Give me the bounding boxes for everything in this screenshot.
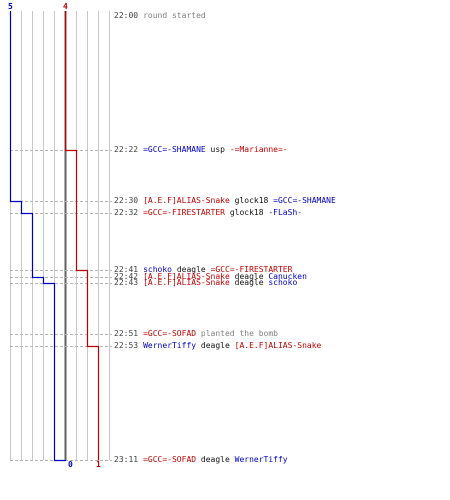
- event-row: 22:42 [A.E.F]ALIAS-Snake deagle Canucken: [114, 272, 307, 282]
- event-guide-lines: [10, 150, 112, 461]
- blue-end-count: 0: [68, 460, 73, 469]
- red-start-count: 4: [63, 2, 68, 11]
- timeline-grid: [10, 11, 110, 460]
- event-row: 22:43 [A.E.F]ALIAS-Snake deagle schoko: [114, 278, 297, 288]
- event-victim: Canucken: [268, 272, 307, 281]
- event-row: 22:30 [A.E.F]ALIAS-Snake glock18 =GCC=-SH…: [114, 196, 336, 206]
- event-time: 22:42: [114, 272, 139, 281]
- event-killer: WernerTiffy: [143, 341, 197, 350]
- event-weapon: deagle: [176, 265, 206, 274]
- event-row: 22:00 round started: [114, 11, 206, 21]
- event-killer: =GCC=-SOFAD: [143, 455, 197, 464]
- event-time: 22:41: [114, 265, 139, 274]
- event-killer: [A.E.F]ALIAS-Snake: [143, 272, 230, 281]
- event-killer: =GCC=-FIRESTARTER: [143, 208, 225, 217]
- event-time: 22:53: [114, 341, 139, 350]
- event-victim: [A.E.F]ALIAS-Snake: [234, 341, 322, 350]
- event-weapon: glock18: [229, 208, 264, 217]
- event-time: 22:30: [114, 196, 139, 205]
- event-victim: WernerTiffy: [234, 455, 288, 464]
- event-time: 23:11: [114, 455, 139, 464]
- event-row: 22:53 WernerTiffy deagle [A.E.F]ALIAS-Sna…: [114, 341, 321, 351]
- event-killer: [A.E.F]ALIAS-Snake: [143, 278, 230, 287]
- event-victim: =GCC=-SHAMANE: [273, 196, 336, 205]
- event-time: 22:51: [114, 329, 139, 338]
- red-end-count: 1: [96, 460, 101, 469]
- event-row: 22:41 schoko deagle =GCC=-FIRESTARTER: [114, 265, 292, 275]
- event-killer: =GCC=-SHAMANE: [143, 145, 206, 154]
- event-actor: =GCC=-SOFAD: [143, 329, 197, 338]
- team-count-steps: [9, 11, 100, 462]
- event-victim: -FLaSh-: [268, 208, 303, 217]
- event-weapon: usp: [210, 145, 225, 154]
- event-killer: [A.E.F]ALIAS-Snake: [143, 196, 230, 205]
- blue-start-count: 5: [8, 2, 13, 11]
- event-row: 22:32 =GCC=-FIRESTARTER glock18 -FLaSh-: [114, 208, 302, 218]
- event-weapon: deagle: [234, 278, 264, 287]
- event-weapon: deagle: [200, 455, 230, 464]
- event-time: 22:32: [114, 208, 139, 217]
- red-team-step-line: [64, 11, 100, 461]
- event-time: 22:00: [114, 11, 139, 20]
- event-victim: =GCC=-FIRESTARTER: [210, 265, 293, 274]
- event-time: 22:43: [114, 278, 139, 287]
- event-victim: -=Marianne=-: [229, 145, 288, 154]
- event-time: 22:22: [114, 145, 139, 154]
- event-victim: schoko: [268, 278, 298, 287]
- event-text: round started: [143, 11, 206, 20]
- event-row: 22:22 =GCC=-SHAMANE usp -=Marianne=-: [114, 145, 288, 155]
- event-weapon: glock18: [234, 196, 269, 205]
- event-row: 22:51 =GCC=-SOFAD planted the bomb: [114, 329, 278, 339]
- event-text: planted the bomb: [200, 329, 278, 338]
- event-weapon: deagle: [234, 272, 264, 281]
- event-weapon: deagle: [200, 341, 230, 350]
- event-killer: schoko: [143, 265, 172, 274]
- event-row: 23:11 =GCC=-SOFAD deagle WernerTiffy: [114, 455, 288, 465]
- blue-team-step-line: [9, 11, 67, 462]
